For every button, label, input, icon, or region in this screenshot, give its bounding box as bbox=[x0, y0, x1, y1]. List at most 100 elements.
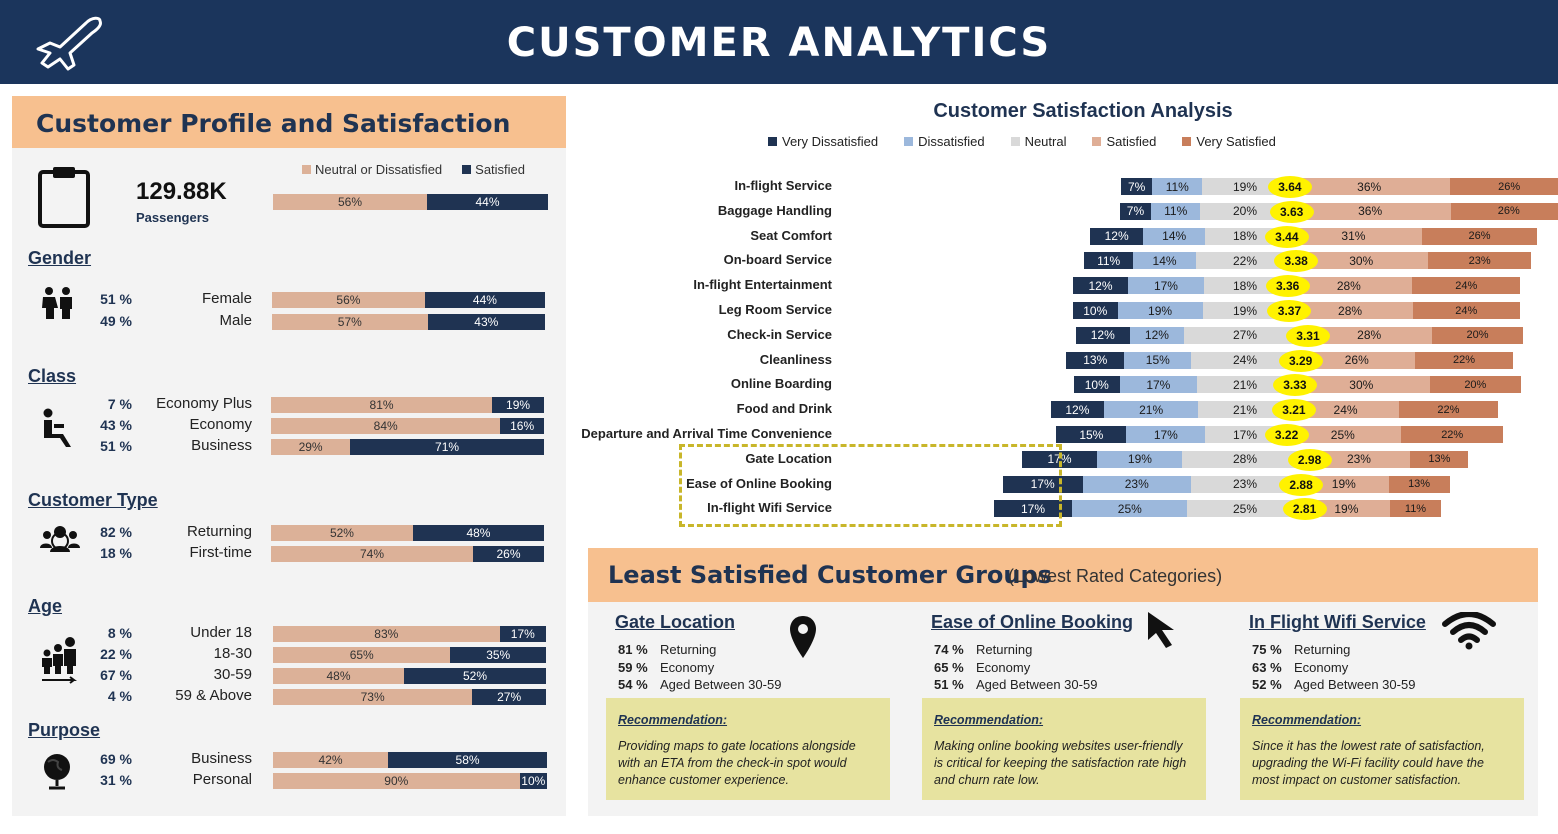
segment-very-dissatisfied: 10% bbox=[1073, 376, 1120, 394]
segment-neutral: 22% bbox=[1195, 252, 1295, 270]
segment-very-satisfied: 26% bbox=[1450, 202, 1558, 220]
segment-dissatisfied: 17% bbox=[1126, 426, 1206, 443]
group-stat: 75 % Returning bbox=[1252, 642, 1350, 657]
mean-score-badge: 3.22 bbox=[1264, 424, 1309, 446]
segment-satisfied: 31% bbox=[1284, 227, 1423, 245]
header: CUSTOMER ANALYTICS bbox=[0, 0, 1558, 84]
recommendation-heading: Recommendation: bbox=[1252, 713, 1362, 727]
category-label: In-flight Entertainment bbox=[693, 277, 832, 293]
category-label: Departure and Arrival Time Convenience bbox=[581, 426, 832, 441]
recommendation-box: Recommendation: Providing maps to gate lo… bbox=[606, 698, 890, 800]
segment-very-dissatisfied: 11% bbox=[1084, 252, 1134, 270]
airplane-icon bbox=[36, 16, 102, 71]
segment-label: Female bbox=[201, 290, 252, 307]
section-title-gender: Gender bbox=[28, 248, 92, 268]
segment-share: 43 % bbox=[100, 417, 132, 433]
legend-item: Very Satisfied bbox=[1182, 134, 1276, 149]
category-label: Leg Room Service bbox=[718, 302, 832, 317]
segment-satisfied: 30% bbox=[1292, 376, 1430, 394]
segment-neutral: 25% bbox=[1187, 500, 1303, 518]
segment-label: Economy Plus bbox=[156, 395, 252, 412]
neutral-segment: 73% bbox=[273, 689, 473, 705]
passenger-satisfaction-bar: 56% 44% bbox=[273, 194, 548, 210]
segment-dissatisfied: 11% bbox=[1151, 202, 1201, 220]
segment-very-satisfied: 22% bbox=[1399, 401, 1498, 419]
legend-swatch bbox=[768, 137, 777, 146]
category-bar: 17% 25% 25% 19% 11% bbox=[580, 500, 1558, 518]
segment-neutral: 20% bbox=[1200, 202, 1290, 220]
legend-item: Satisfied bbox=[1092, 134, 1156, 149]
segment-share: 51 % bbox=[100, 291, 132, 307]
customer-profile-panel: Customer Profile and Satisfaction Neutra… bbox=[12, 96, 566, 816]
category-bar: 10% 19% 19% 28% 24% bbox=[580, 302, 1558, 319]
satisfaction-chart: Customer Satisfaction Analysis Very Diss… bbox=[580, 92, 1558, 542]
people-icon bbox=[40, 286, 76, 325]
legend-swatch bbox=[904, 137, 914, 146]
category-label: On-board Service bbox=[723, 252, 832, 268]
segment-dissatisfied: 21% bbox=[1104, 401, 1199, 419]
category-bar: 17% 19% 28% 23% 13% bbox=[580, 450, 1558, 468]
segment-very-satisfied: 13% bbox=[1410, 450, 1469, 468]
neutral-segment: 83% bbox=[273, 626, 500, 642]
segment-satisfied: 23% bbox=[1307, 450, 1411, 468]
segment-dissatisfied: 19% bbox=[1117, 302, 1203, 319]
satisfied-segment: 48% bbox=[412, 525, 544, 541]
neutral-segment: 74% bbox=[271, 546, 474, 562]
mean-score-badge: 3.38 bbox=[1274, 250, 1319, 273]
segment-very-satisfied: 24% bbox=[1412, 277, 1521, 295]
satisfied-segment: 58% bbox=[388, 752, 547, 768]
segment-neutral: 21% bbox=[1197, 376, 1293, 394]
legend-swatch bbox=[1010, 137, 1020, 146]
mean-score-badge: 3.29 bbox=[1278, 349, 1323, 372]
segment-neutral: 21% bbox=[1198, 401, 1292, 419]
satisfied-segment: 17% bbox=[499, 626, 546, 642]
segment-share: 51 % bbox=[100, 438, 132, 454]
group-stat: 65 % Economy bbox=[934, 660, 1030, 675]
segment-neutral: 19% bbox=[1202, 302, 1288, 319]
segment-share: 49 % bbox=[100, 313, 132, 329]
category-label: Cleanliness bbox=[759, 351, 832, 367]
segment-satisfied: 24% bbox=[1291, 401, 1400, 419]
legend-label: Neutral bbox=[1024, 134, 1067, 149]
segment-share: 22 % bbox=[100, 646, 132, 662]
section-title-purpose: Purpose bbox=[28, 720, 101, 740]
segment-label: First-time bbox=[189, 544, 253, 561]
segment-share: 8 % bbox=[107, 625, 132, 641]
recommendation-box: Recommendation: Since it has the lowest r… bbox=[1240, 698, 1524, 800]
segment-satisfaction-bar: 29% 71% bbox=[271, 439, 544, 455]
satisfied-segment: 16% bbox=[500, 418, 544, 434]
neutral-segment: 56% bbox=[273, 194, 427, 210]
segment-neutral: 17% bbox=[1205, 426, 1285, 443]
satisfied-segment: 43% bbox=[427, 314, 545, 330]
category-bar: 13% 15% 24% 26% 22% bbox=[580, 351, 1558, 369]
neutral-segment: 48% bbox=[273, 668, 405, 684]
cursor-arrow-icon bbox=[1144, 610, 1184, 655]
segment-very-dissatisfied: 17% bbox=[993, 500, 1073, 518]
category-label: Food and Drink bbox=[736, 401, 832, 417]
mean-score-badge: 3.36 bbox=[1265, 275, 1310, 298]
segment-very-dissatisfied: 12% bbox=[1073, 277, 1128, 295]
segment-very-satisfied: 24% bbox=[1412, 302, 1520, 319]
chart-legend: Very Dissatisfied Dissatisfied Neutral Sati… bbox=[768, 134, 1276, 149]
profile-banner: Customer Profile and Satisfaction bbox=[12, 96, 566, 148]
globe-icon bbox=[40, 752, 74, 797]
category-label: Check-in Service bbox=[727, 326, 832, 342]
satisfied-segment: 44% bbox=[427, 194, 548, 210]
segment-dissatisfied: 15% bbox=[1124, 351, 1192, 369]
recommendation-text: Making online booking websites user-frie… bbox=[934, 739, 1187, 787]
mean-score-badge: 3.31 bbox=[1285, 324, 1330, 347]
legend-swatch bbox=[1092, 137, 1102, 146]
segment-neutral: 18% bbox=[1204, 277, 1286, 295]
legend-label: Dissatisfied bbox=[918, 134, 985, 149]
segment-very-dissatisfied: 17% bbox=[1002, 475, 1083, 493]
category-label: Ease of Online Booking bbox=[686, 475, 832, 491]
passenger-count: 129.88K bbox=[136, 178, 227, 205]
group-stat-label: Aged Between 30-59 bbox=[660, 677, 782, 692]
seat-icon bbox=[40, 408, 76, 453]
category-bar: 7% 11% 19% 36% 26% bbox=[580, 178, 1558, 195]
segment-neutral: 24% bbox=[1191, 351, 1299, 369]
customer-group-icon bbox=[40, 524, 80, 561]
segment-satisfied: 28% bbox=[1285, 277, 1413, 295]
least-satisfied-banner: Least Satisfied Customer Groups (Lowest … bbox=[588, 548, 1538, 602]
segment-dissatisfied: 19% bbox=[1097, 450, 1183, 468]
